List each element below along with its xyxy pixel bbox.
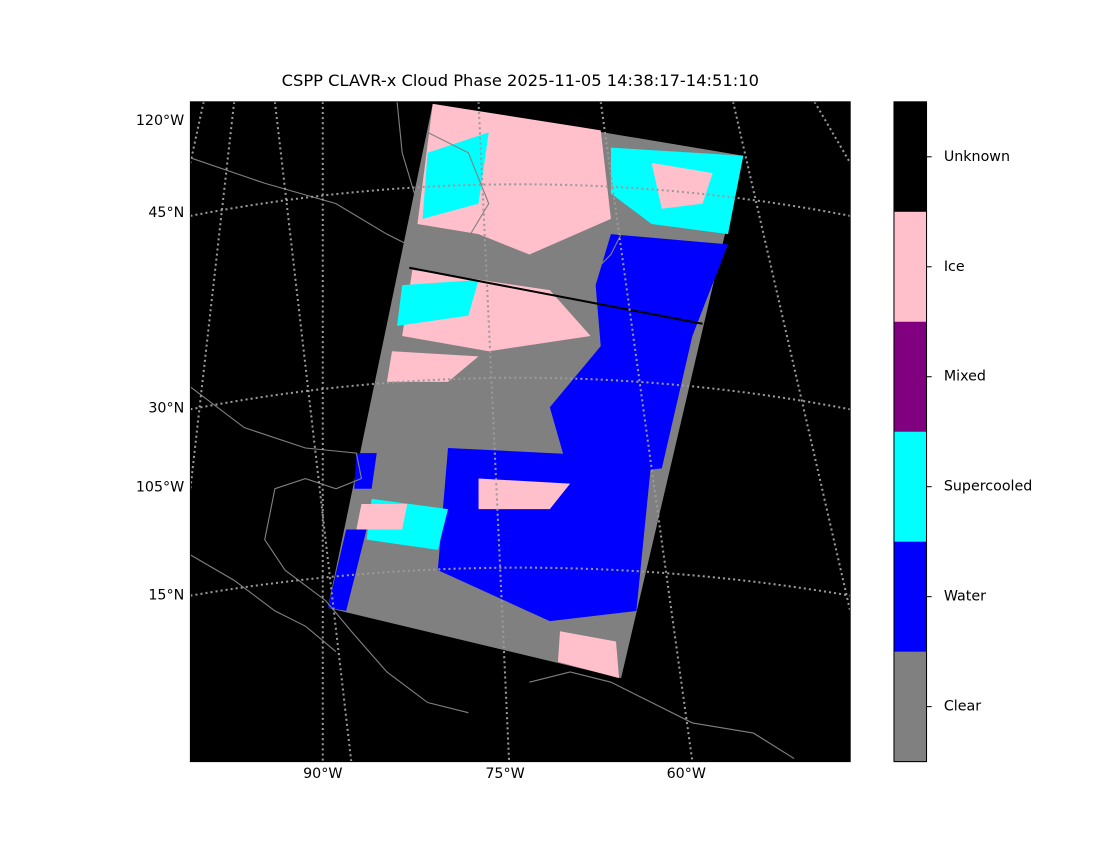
phase-region [356, 504, 408, 530]
phase-region [478, 478, 571, 510]
colorbar-segment [893, 541, 927, 653]
graticule-label: 75°W [485, 766, 524, 782]
phase-region [386, 351, 479, 382]
colorbar-segment [893, 651, 927, 763]
colorbar-label: Clear [944, 699, 981, 715]
colorbar-segment [893, 211, 927, 323]
phase-region [397, 280, 479, 326]
colorbar-segment [893, 101, 927, 213]
graticule-label: 120°W [136, 113, 184, 129]
graticule-label: 105°W [136, 480, 184, 496]
colorbar-label: Unknown [944, 149, 1010, 165]
phase-region [422, 132, 489, 219]
colorbar-frame [893, 101, 928, 763]
map-frame [189, 101, 851, 763]
colorbar-segment [893, 431, 927, 543]
colorbar: Unknown Ice Mixed Supercooled Water Clear [893, 101, 1032, 763]
graticule-label: 45°N [148, 205, 184, 221]
graticule-label: 60°W [667, 766, 706, 782]
phase-region [354, 453, 377, 489]
phase-region [651, 162, 713, 209]
graticule-label: 90°W [303, 766, 342, 782]
phase-region [549, 234, 728, 479]
colorbar-label: Ice [944, 259, 965, 275]
colorbar-label: Supercooled [944, 479, 1032, 495]
map-title: CSPP CLAVR-x Cloud Phase 2025-11-05 14:3… [282, 71, 759, 90]
phase-region [557, 631, 620, 679]
graticule-label: 30°N [148, 400, 184, 416]
phase-region [327, 529, 367, 611]
graticule-label: 15°N [148, 588, 184, 604]
satellite-swath [327, 103, 744, 679]
colorbar-label: Mixed [944, 369, 986, 385]
map-panel: 120°W 45°N 30°N 105°W 15°N 90°W 75°W 60°… [136, 101, 851, 782]
colorbar-segment [893, 321, 927, 433]
colorbar-label: Water [944, 589, 986, 605]
